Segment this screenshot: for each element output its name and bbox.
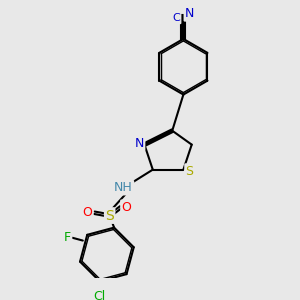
Text: N: N <box>135 137 144 150</box>
Text: S: S <box>105 208 114 223</box>
Text: O: O <box>82 206 92 219</box>
Text: C: C <box>172 13 180 23</box>
Text: Cl: Cl <box>94 290 106 300</box>
Text: F: F <box>64 231 71 244</box>
Text: O: O <box>122 201 131 214</box>
Text: S: S <box>185 164 194 178</box>
Text: NH: NH <box>114 181 133 194</box>
Text: N: N <box>185 8 194 20</box>
